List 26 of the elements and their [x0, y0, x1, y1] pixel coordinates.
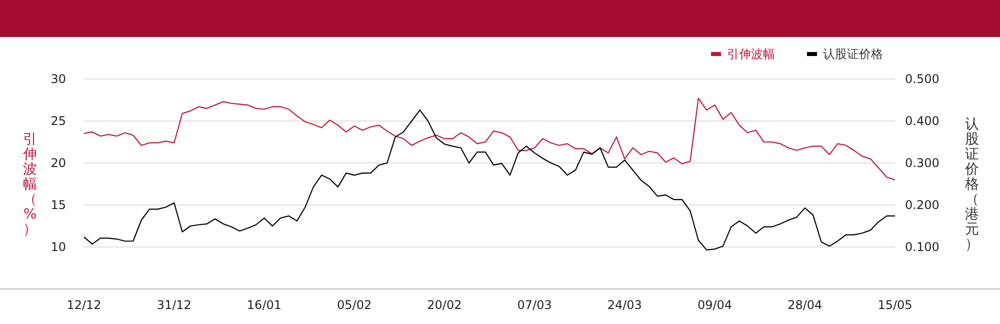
x-tick-label: 24/03: [607, 298, 642, 312]
y-tick-label: 30: [50, 72, 66, 86]
y-tick-label: 10: [50, 240, 66, 254]
x-tick-label: 16/01: [246, 298, 282, 312]
x-tick-label: 07/03: [517, 298, 552, 312]
legend-label: 认股证价格: [823, 47, 883, 61]
x-tick-label: 12/12: [66, 298, 102, 312]
line-series: [83, 110, 896, 250]
y2-tick-label: 0.200: [905, 198, 940, 212]
legend-label: 引伸波幅: [727, 47, 775, 61]
y-tick-label: 20: [50, 156, 66, 170]
x-tick-label: 20/02: [427, 298, 462, 312]
line-series: [83, 98, 896, 180]
y2-tick-label: 0.500: [905, 72, 940, 86]
y-axis-title: 引伸波幅（%）: [22, 132, 37, 238]
text: 认股证价格（港元）: [965, 116, 979, 252]
x-tick-label: 31/12: [156, 298, 192, 312]
y-tick-label: 15: [50, 198, 66, 212]
y2-tick-label: 0.100: [905, 240, 940, 254]
y2-tick-label: 0.300: [905, 156, 940, 170]
x-tick-label: 28/04: [788, 298, 822, 312]
x-tick-label: 15/05: [878, 298, 912, 312]
x-tick-label: 09/04: [697, 298, 732, 312]
y2-tick-label: 0.400: [905, 114, 940, 128]
x-tick-label: 05/02: [337, 298, 372, 312]
y-tick-label: 25: [50, 114, 66, 128]
